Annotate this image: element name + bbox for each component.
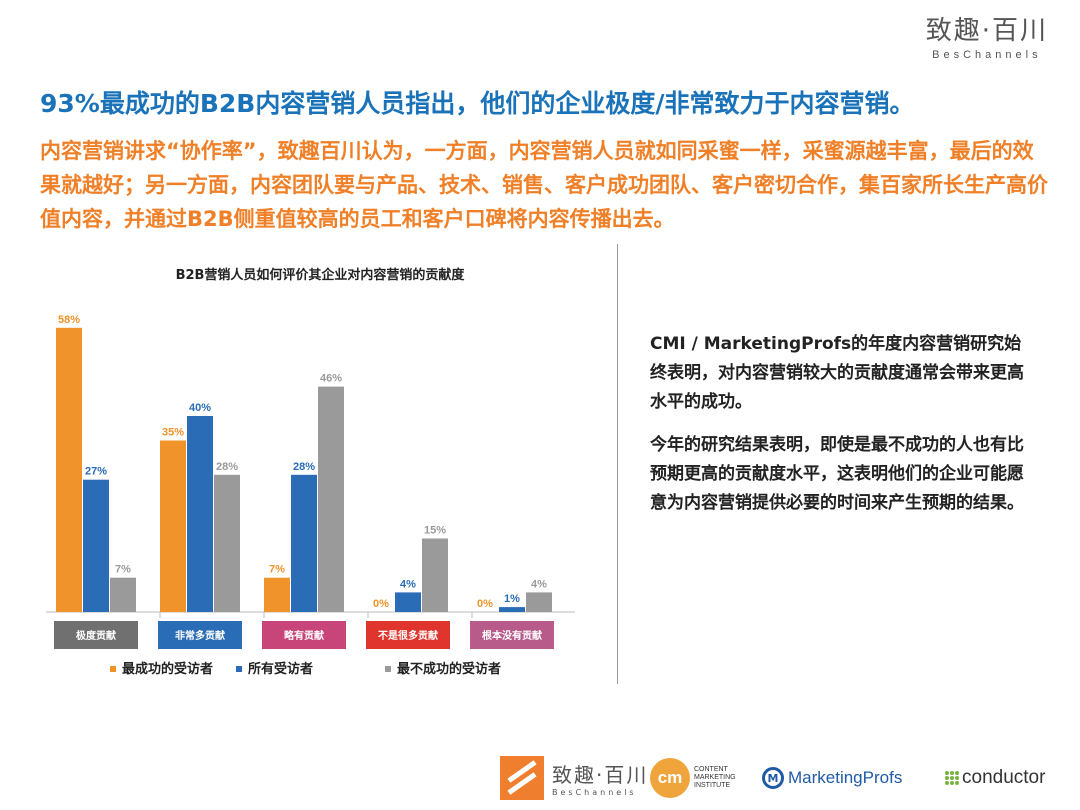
intro-paragraph: 内容营销讲求“协作率”，致趣百川认为，一方面，内容营销人员就如同采蜜一样，采蜜源… <box>40 139 1048 231</box>
x-tick-label: 根本没有贡献 <box>482 629 542 642</box>
data-label: 40% <box>189 402 211 414</box>
data-label: 28% <box>216 461 238 473</box>
category-box <box>54 621 138 649</box>
side-commentary: CMI / MarketingProfs的年度内容营销研究始终表明，对内容营销较… <box>650 330 1030 532</box>
data-label: 28% <box>293 461 315 473</box>
category-box <box>366 621 450 649</box>
bar <box>214 474 240 612</box>
bar <box>160 440 186 612</box>
data-label: 15% <box>424 525 446 537</box>
commentary-paragraph-2: 今年的研究结果表明，即使是最不成功的人也有比预期更高的贡献度水平，这表明他们的企… <box>650 435 1024 513</box>
legend-label: 最成功的受访者 <box>122 661 213 677</box>
beschannels-name-zh: 致趣·百川 <box>552 763 649 787</box>
data-label: 1% <box>504 593 520 605</box>
bar <box>499 607 525 612</box>
data-label: 7% <box>115 564 131 576</box>
marketingprofs-logo-text: MarketingProfs <box>788 768 903 787</box>
conductor-logo-text: conductor <box>962 767 1046 788</box>
data-label: 4% <box>400 578 416 590</box>
legend-label: 所有受访者 <box>248 661 313 677</box>
data-label: 27% <box>85 466 107 478</box>
data-label: 35% <box>162 427 184 439</box>
bar <box>110 577 136 612</box>
beschannels-logo: 致趣·百川 BesChannels <box>500 752 648 804</box>
bar <box>318 386 344 612</box>
chart-canvas: 58% 27% 7% 极度贡献 35% 40% 28% 非常多贡献 7% 28% 46% 略有贡献 0%… <box>46 314 575 677</box>
marketingprofs-mark-icon: M <box>762 767 784 789</box>
footer-logos: 致趣·百川 BesChannels cm CONTENT MARKETING I… <box>500 752 1070 804</box>
data-label: 0% <box>477 598 493 610</box>
x-tick-label: 略有贡献 <box>284 629 324 642</box>
brand-name-en: BesChannels <box>932 49 1042 61</box>
data-label: 46% <box>320 373 342 385</box>
bar <box>264 577 290 612</box>
bar-chart: B2B营销人员如何评价其企业对内容营销的贡献度 58% 27% 7% 极度贡献 35% 4… <box>30 252 610 692</box>
x-tick-label: 极度贡献 <box>76 629 116 642</box>
x-tick-label: 非常多贡献 <box>175 629 225 642</box>
vertical-divider <box>617 244 618 684</box>
legend-swatch <box>236 666 242 672</box>
category-box <box>262 621 346 649</box>
legend-swatch <box>110 666 116 672</box>
bar <box>56 327 82 612</box>
bar <box>395 592 421 612</box>
cmi-logo: cm CONTENT MARKETING INSTITUTE <box>650 752 754 804</box>
bar <box>526 592 552 612</box>
x-tick-label: 不是很多贡献 <box>378 629 438 642</box>
bar <box>83 479 109 612</box>
beschannels-name-en: BesChannels <box>552 788 637 797</box>
data-label: 4% <box>531 578 547 590</box>
marketingprofs-logo: M MarketingProfs <box>762 752 902 804</box>
bar <box>187 416 213 612</box>
brand-name-zh: 致趣·百川 <box>925 16 1048 46</box>
cmi-logo-text: CONTENT MARKETING INSTITUTE <box>694 766 736 789</box>
chart-title: B2B营销人员如何评价其企业对内容营销的贡献度 <box>175 268 465 283</box>
category-box <box>470 621 554 649</box>
bar <box>291 474 317 612</box>
legend-swatch <box>385 666 391 672</box>
data-label: 7% <box>269 564 285 576</box>
beschannels-mark-icon <box>500 756 544 800</box>
category-box <box>158 621 242 649</box>
conductor-logo: conductor <box>945 752 1045 804</box>
conductor-dots-icon <box>945 771 959 785</box>
brand-logo: 致趣·百川 BesChannels <box>926 10 1048 61</box>
legend-label: 最不成功的受访者 <box>397 661 501 677</box>
cmi-mark-icon: cm <box>650 758 690 798</box>
data-label: 58% <box>58 314 80 326</box>
bar <box>422 538 448 612</box>
commentary-paragraph-1: CMI / MarketingProfs的年度内容营销研究始终表明，对内容营销较… <box>650 334 1024 412</box>
headline: 93%最成功的B2B内容营销人员指出，他们的企业极度/非常致力于内容营销。 <box>40 89 915 118</box>
data-label: 0% <box>373 598 389 610</box>
